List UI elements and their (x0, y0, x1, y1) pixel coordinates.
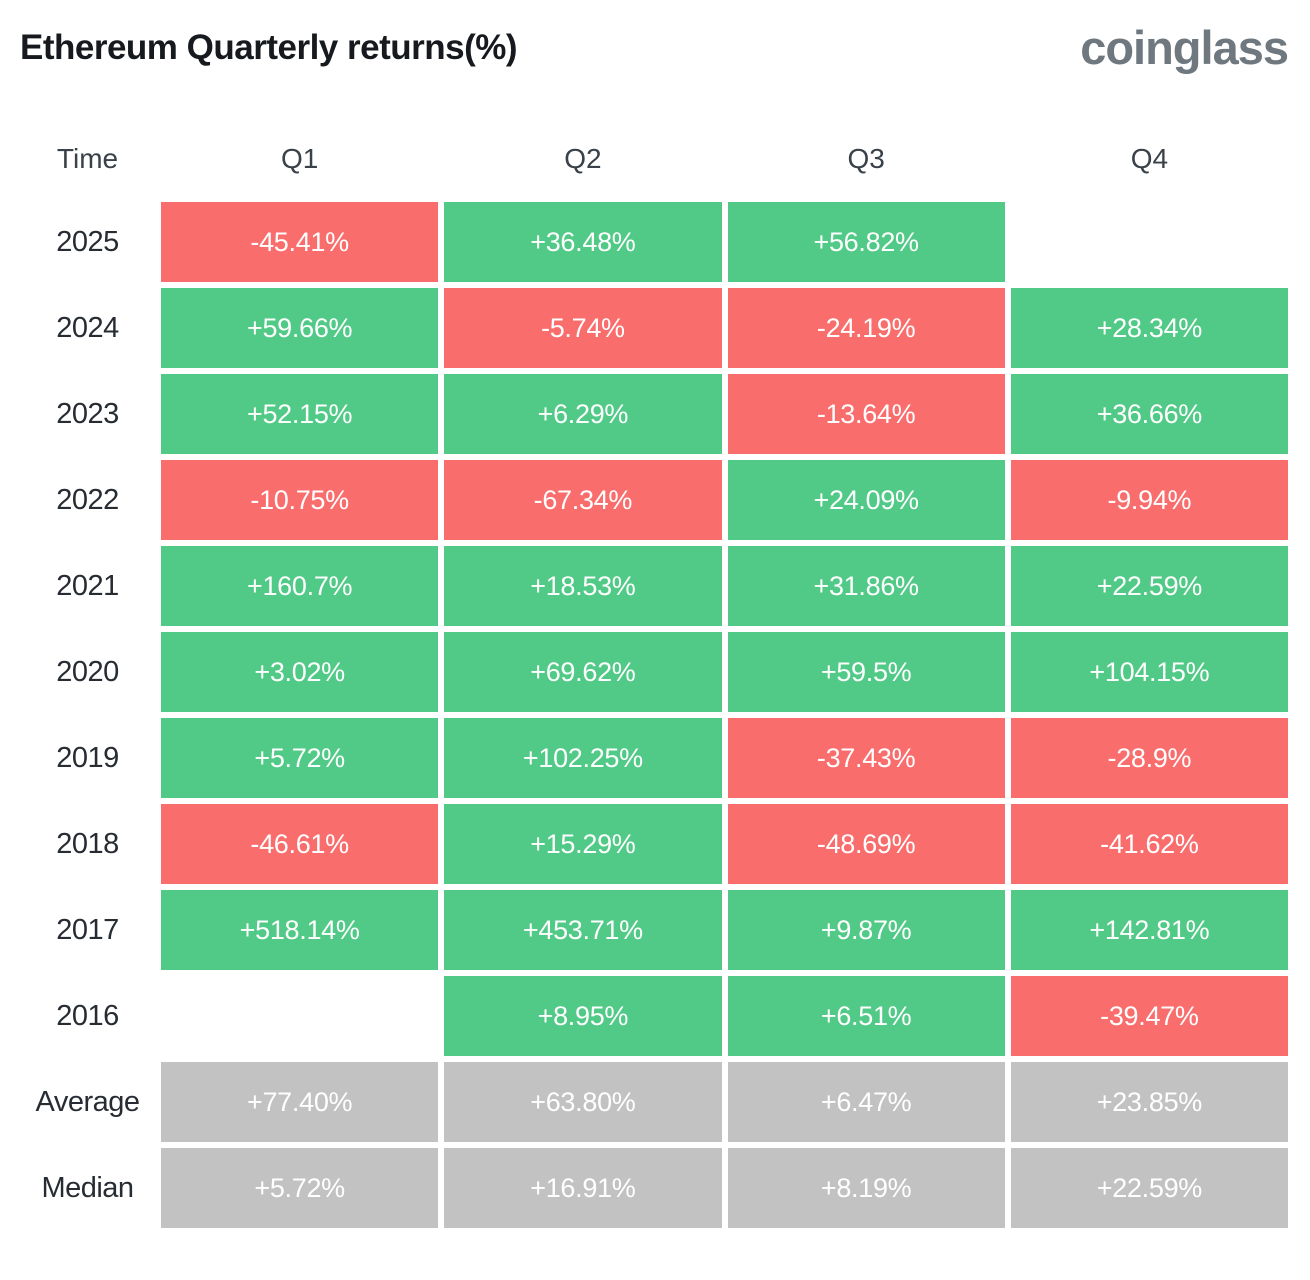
table-row: Median +5.72% +16.91% +8.19% +22.59% (20, 1148, 1288, 1228)
table-row: 2017 +518.14% +453.71% +9.87% +142.81% (20, 890, 1288, 970)
row-label: 2024 (56, 311, 119, 344)
row-label: 2021 (56, 569, 119, 602)
column-header-q2: Q2 (564, 143, 602, 174)
table-row: 2019 +5.72% +102.25% -37.43% -28.9% (20, 718, 1288, 798)
return-cell: +69.62% (444, 632, 722, 712)
return-cell: +56.82% (727, 202, 1005, 282)
row-label: 2019 (56, 741, 119, 774)
column-header-q4: Q4 (1130, 143, 1169, 174)
return-cell: -41.62% (1010, 804, 1288, 884)
return-cell: -48.69% (727, 804, 1005, 884)
return-cell: -13.64% (727, 374, 1005, 454)
return-cell: +5.72% (161, 718, 439, 798)
column-header-time: Time (56, 143, 119, 174)
table-row: Average +77.40% +63.80% +6.47% +23.85% (20, 1062, 1288, 1142)
table-row: 2023 +52.15% +6.29% -13.64% +36.66% (20, 374, 1288, 454)
return-cell: +28.34% (1010, 288, 1288, 368)
row-label: 2018 (56, 827, 119, 860)
return-cell: -37.43% (727, 718, 1005, 798)
table-row: 2016 +8.95% +6.51% -39.47% (20, 976, 1288, 1056)
return-cell: +453.71% (444, 890, 722, 970)
return-cell: -39.47% (1010, 976, 1288, 1056)
return-cell: -9.94% (1010, 460, 1288, 540)
table-row: 2025 -45.41% +36.48% +56.82% (20, 202, 1288, 282)
return-cell: -45.41% (161, 202, 439, 282)
returns-table-body: 2025 -45.41% +36.48% +56.82% 2024 +59.66% -5.7… (20, 202, 1288, 1228)
return-cell: -24.19% (727, 288, 1005, 368)
return-cell: +77.40% (161, 1062, 439, 1142)
return-cell: +6.47% (727, 1062, 1005, 1142)
return-cell: +59.66% (161, 288, 439, 368)
table-header-row: Time Q1 Q2 Q3 Q4 (20, 142, 1288, 176)
row-label: 2022 (56, 483, 119, 516)
column-header-q1: Q1 (280, 143, 319, 174)
empty-cell (161, 976, 438, 1056)
returns-table: Time Q1 Q2 Q3 Q4 2025 -45.41% +36.48% +56.8… (20, 142, 1288, 1228)
return-cell: +24.09% (727, 460, 1005, 540)
row-label: 2020 (56, 655, 119, 688)
table-row: 2022 -10.75% -67.34% +24.09% -9.94% (20, 460, 1288, 540)
return-cell: +16.91% (444, 1148, 722, 1228)
return-cell: +9.87% (727, 890, 1005, 970)
row-label: 2017 (56, 913, 119, 946)
table-row: 2020 +3.02% +69.62% +59.5% +104.15% (20, 632, 1288, 712)
page-header: Ethereum Quarterly returns(%) coinglass (20, 21, 1289, 80)
row-label: 2025 (56, 225, 119, 258)
ethereum-quarterly-returns-page: Ethereum Quarterly returns(%) coinglass … (20, 21, 1289, 1228)
return-cell: +5.72% (161, 1148, 439, 1228)
return-cell: -46.61% (161, 804, 439, 884)
return-cell: -28.9% (1010, 718, 1288, 798)
return-cell: +31.86% (727, 546, 1005, 626)
return-cell: +6.51% (727, 976, 1005, 1056)
return-cell: +15.29% (444, 804, 722, 884)
return-cell: +22.59% (1010, 1148, 1288, 1228)
return-cell: +52.15% (161, 374, 439, 454)
return-cell: -5.74% (444, 288, 722, 368)
table-row: 2021 +160.7% +18.53% +31.86% +22.59% (20, 546, 1288, 626)
return-cell: +6.29% (444, 374, 722, 454)
return-cell: +102.25% (444, 718, 722, 798)
return-cell: -67.34% (444, 460, 722, 540)
coinglass-logo: coinglass (1080, 21, 1289, 74)
return-cell: +3.02% (161, 632, 439, 712)
return-cell: +22.59% (1010, 546, 1288, 626)
row-label: 2023 (56, 397, 119, 430)
return-cell: +8.95% (444, 976, 722, 1056)
return-cell: +160.7% (161, 546, 439, 626)
empty-cell (1011, 202, 1288, 282)
row-label: Average (35, 1085, 141, 1118)
return-cell: +104.15% (1010, 632, 1288, 712)
page-title: Ethereum Quarterly returns(%) (20, 28, 518, 67)
return-cell: +23.85% (1010, 1062, 1288, 1142)
return-cell: +36.48% (444, 202, 722, 282)
row-label: 2016 (56, 999, 119, 1032)
return-cell: +59.5% (727, 632, 1005, 712)
return-cell: +36.66% (1010, 374, 1288, 454)
column-header-q3: Q3 (847, 143, 885, 174)
return-cell: -10.75% (161, 460, 439, 540)
return-cell: +518.14% (161, 890, 439, 970)
row-label: Median (41, 1171, 134, 1204)
return-cell: +8.19% (727, 1148, 1005, 1228)
table-row: 2018 -46.61% +15.29% -48.69% -41.62% (20, 804, 1288, 884)
table-row: 2024 +59.66% -5.74% -24.19% +28.34% (20, 288, 1288, 368)
return-cell: +18.53% (444, 546, 722, 626)
return-cell: +142.81% (1010, 890, 1288, 970)
return-cell: +63.80% (444, 1062, 722, 1142)
